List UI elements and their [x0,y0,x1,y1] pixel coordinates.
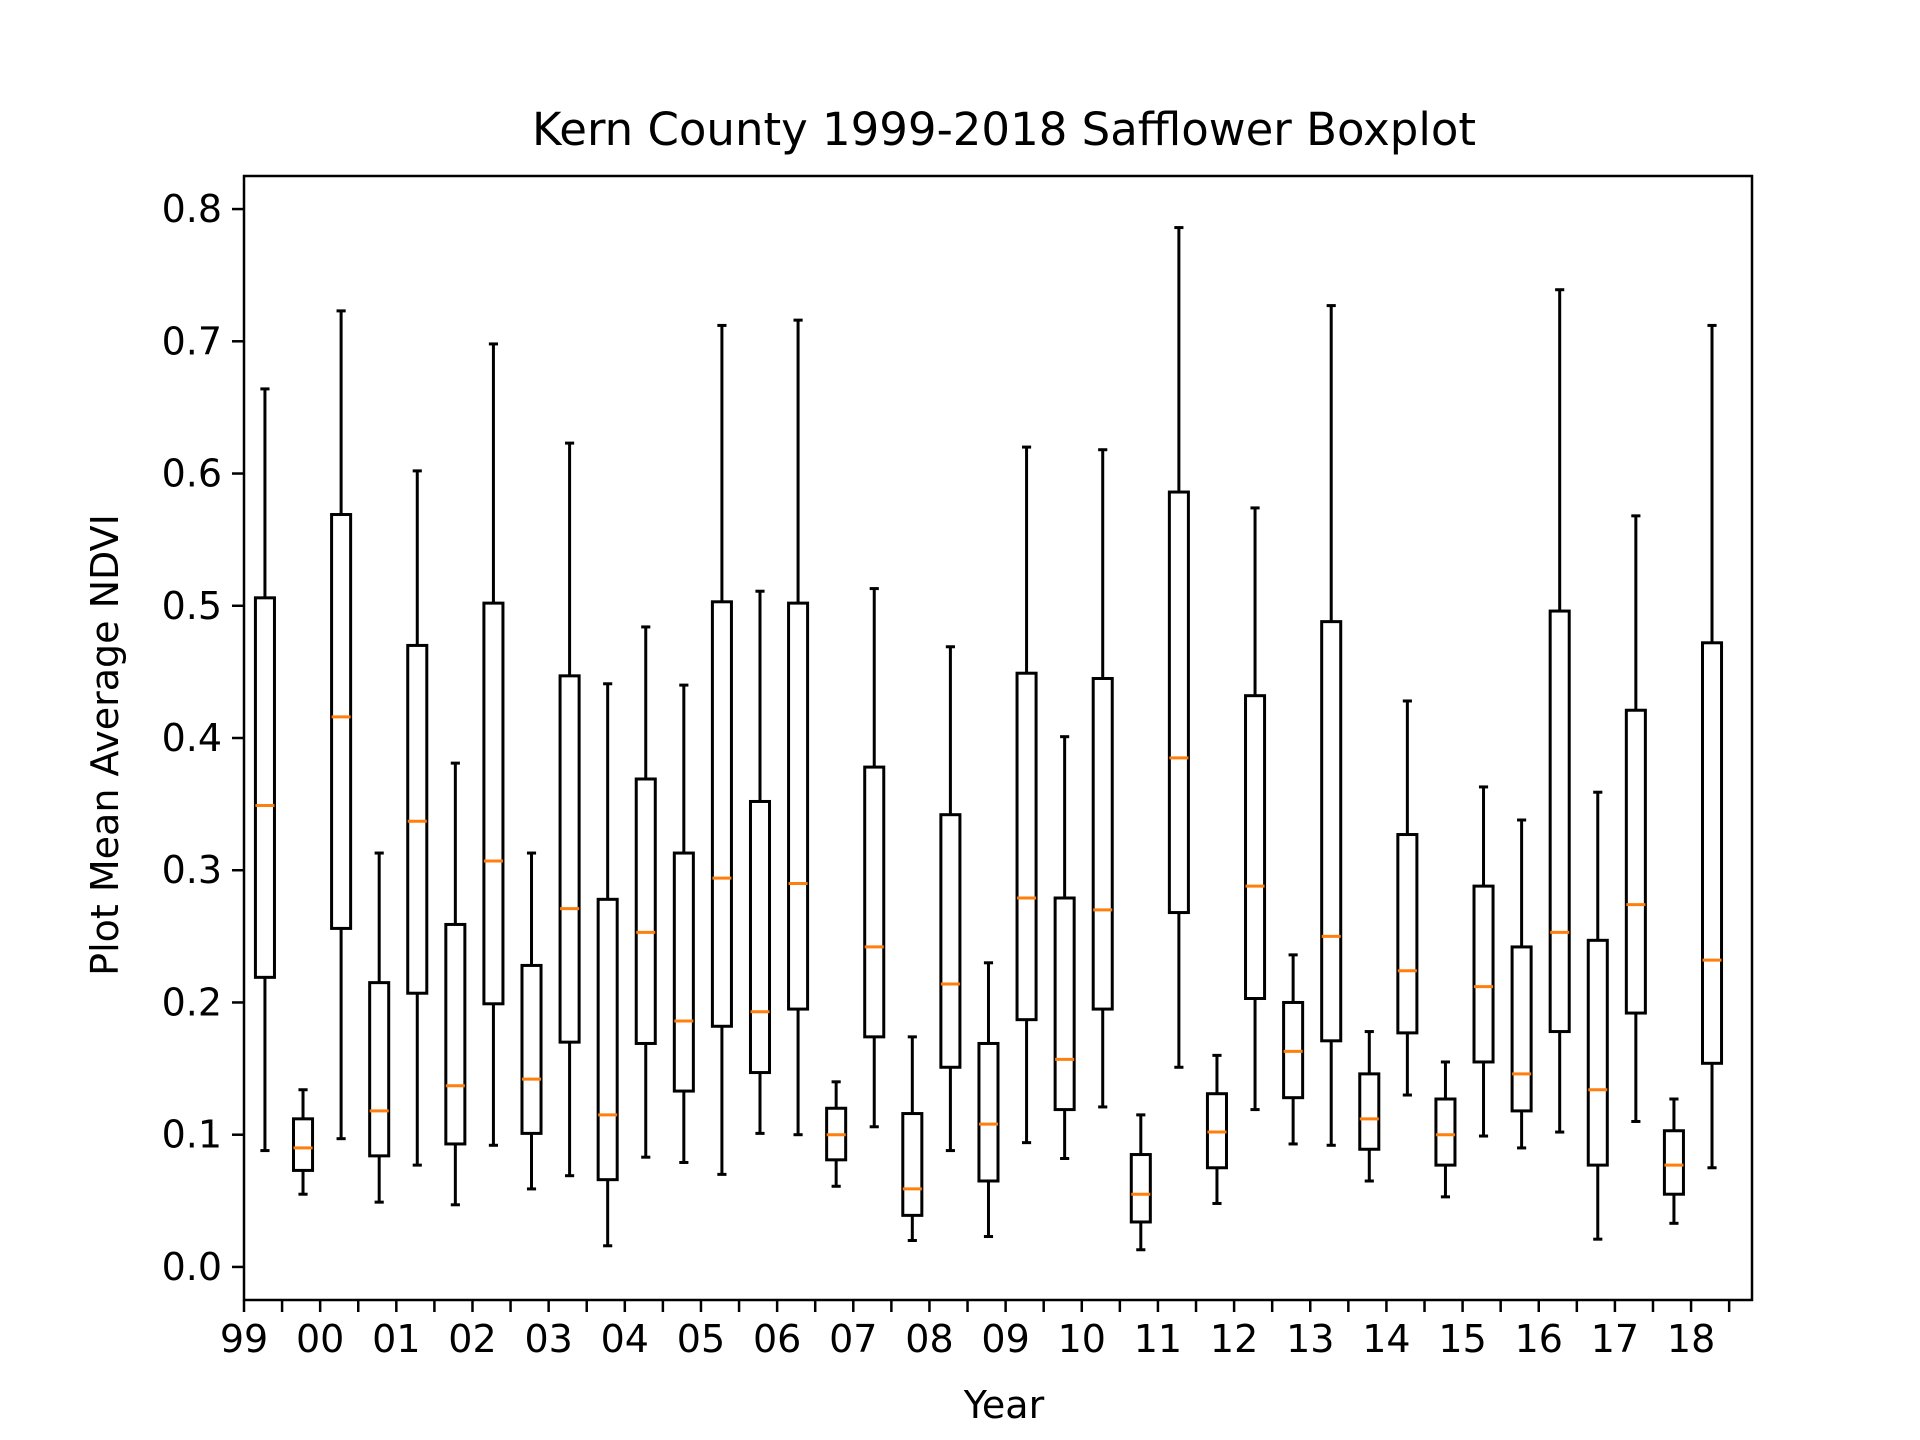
y-tick-label: 0.4 [162,716,222,760]
box [1358,1072,1381,1151]
box [1662,1129,1685,1196]
box [1510,945,1533,1113]
box [672,851,695,1093]
x-tick-label: 18 [1667,1317,1715,1361]
x-tick-label: 07 [829,1317,877,1361]
x-tick-label: 04 [601,1317,649,1361]
box [977,1041,1000,1183]
box [596,897,619,1182]
box [1320,620,1343,1043]
x-tick-label: 01 [372,1317,420,1361]
x-tick-label: 11 [1134,1317,1182,1361]
x-tick-label: 03 [524,1317,572,1361]
y-tick-label: 0.2 [162,980,222,1024]
x-axis-label: Year [963,1383,1045,1427]
box [1091,676,1114,1011]
y-tick-label: 0.1 [162,1113,222,1157]
x-tick-label: 09 [981,1317,1029,1361]
y-tick-label: 0.3 [162,848,222,892]
y-tick-label: 0.5 [162,584,222,628]
box [1167,490,1190,915]
y-tick-label: 0.6 [162,452,222,496]
box [787,601,810,1011]
x-tick-label: 05 [677,1317,725,1361]
y-tick-label: 0.7 [162,319,222,363]
plot-area: 0.0 0.1 0.2 0.3 0.4 0.5 0.6 0.7 0.8 99 00 01 02 03 04 0… [162,174,1754,1361]
x-tick-label: 12 [1210,1317,1258,1361]
x-tick-label: 14 [1362,1317,1410,1361]
box [444,922,467,1146]
box [939,813,962,1069]
y-tick-label: 0.0 [162,1245,222,1289]
box [292,1117,315,1172]
x-tick-label: 17 [1591,1317,1639,1361]
box [1624,708,1647,1015]
x-tick-label: 10 [1058,1317,1106,1361]
box [1548,609,1571,1034]
box [748,799,772,1075]
x-tick-label: 16 [1515,1317,1563,1361]
box [1472,884,1495,1064]
x-tick-label: 08 [905,1317,953,1361]
box [863,765,886,1039]
x-tick-label: 99 [220,1317,268,1361]
box [558,674,581,1044]
x-tick-label: 02 [448,1317,496,1361]
box [253,596,276,979]
x-tick-label: 13 [1286,1317,1334,1361]
box [1129,1153,1152,1224]
box [482,601,505,1006]
box [710,600,733,1028]
y-tick-label: 0.8 [162,187,222,231]
box [1053,896,1076,1112]
box [406,643,429,995]
x-tick-label: 06 [753,1317,801,1361]
box [1586,938,1609,1167]
box [1700,641,1724,1065]
box [368,981,391,1158]
box [1244,694,1267,1001]
box [1015,671,1038,1022]
box [520,963,543,1135]
box [901,1112,924,1217]
x-tick-label: 00 [296,1317,344,1361]
box [634,777,657,1045]
box [1396,833,1419,1035]
box [330,513,353,930]
box [1434,1097,1457,1167]
chart-title: Kern County 1999-2018 Safflower Boxplot [532,103,1476,156]
y-axis-label: Plot Mean Average NDVI [83,514,127,976]
x-tick-label: 15 [1438,1317,1486,1361]
